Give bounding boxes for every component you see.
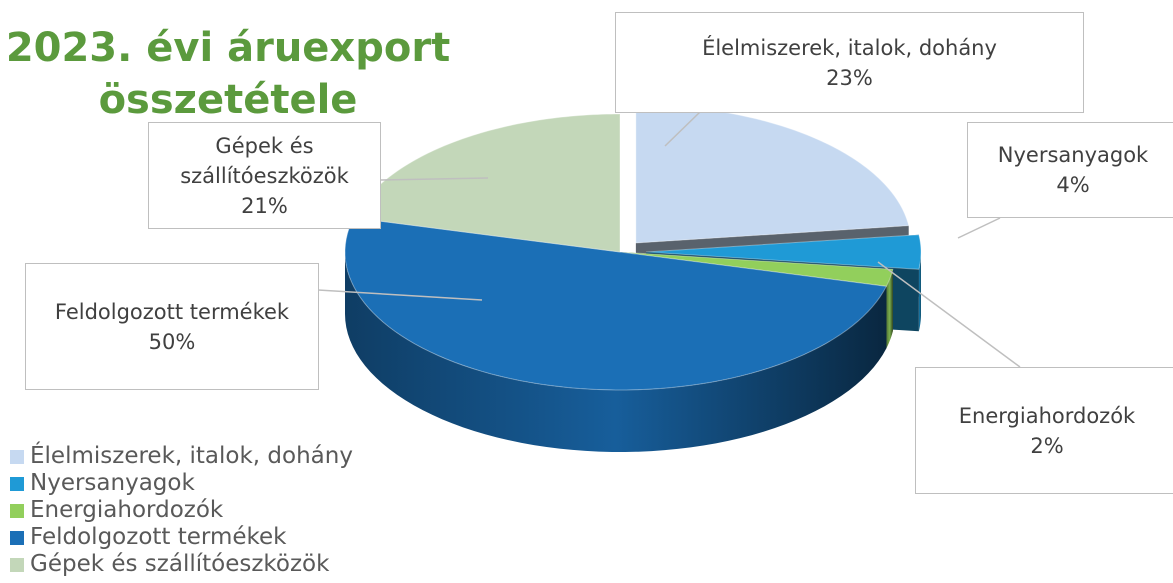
data-label-category: Gépek és szállítóeszközök xyxy=(180,133,349,188)
legend-swatch xyxy=(10,476,24,491)
legend-item: Energiahordozók xyxy=(10,497,353,524)
slice xyxy=(344,217,888,391)
data-label: Feldolgozott termékek 50% xyxy=(25,263,319,390)
leader-line xyxy=(957,217,1001,239)
data-label-category: Energiahordozók xyxy=(958,403,1136,428)
legend-swatch xyxy=(10,530,24,545)
data-label: Élelmiszerek, italok, dohány 23% xyxy=(615,12,1084,113)
legend-label: Gépek és szállítóeszközök xyxy=(30,551,330,577)
data-label-value: 21% xyxy=(241,193,288,218)
legend-swatch xyxy=(10,449,24,464)
leader-lines xyxy=(317,111,1021,368)
data-label: Energiahordozók 2% xyxy=(915,367,1173,494)
data-label-value: 50% xyxy=(148,329,196,354)
slice-side xyxy=(345,252,887,452)
data-label-value: 2% xyxy=(1030,433,1064,458)
data-label-value: 23% xyxy=(826,65,873,90)
slice xyxy=(635,104,910,244)
data-label-category: Feldolgozott termékek xyxy=(54,299,290,324)
legend-swatch xyxy=(10,503,24,518)
chart-title: 2023. évi áruexport összetétele xyxy=(5,25,451,123)
legend-label: Nyersanyagok xyxy=(30,470,195,496)
legend-swatch xyxy=(10,557,24,572)
slice-top xyxy=(645,234,922,270)
slice-side xyxy=(918,252,921,332)
legend-item: Nyersanyagok xyxy=(10,470,353,497)
data-label-category: Élelmiszerek, italok, dohány xyxy=(702,35,997,60)
legend: Élelmiszerek, italok, dohány Nyersanyagok… xyxy=(10,443,353,578)
leader-line xyxy=(317,289,483,301)
slice-top xyxy=(344,217,888,391)
legend-label: Élelmiszerek, italok, dohány xyxy=(30,443,353,469)
legend-item: Élelmiszerek, italok, dohány xyxy=(10,443,353,470)
legend-label: Energiahordozók xyxy=(30,497,224,523)
slice xyxy=(645,234,922,270)
data-label-value: 4% xyxy=(1056,173,1090,197)
legend-item: Feldolgozott termékek xyxy=(10,524,353,551)
leader-line xyxy=(379,177,489,181)
slice-side xyxy=(886,269,893,349)
leader-line xyxy=(664,111,701,147)
pie-tops xyxy=(344,104,922,391)
data-label-category: Nyersanyagok xyxy=(997,143,1149,167)
slice-top xyxy=(635,104,910,244)
data-label: Gépek és szállítóeszközök 21% xyxy=(148,122,381,229)
data-label: Nyersanyagok 4% xyxy=(967,122,1173,218)
leader-line xyxy=(877,261,1021,368)
legend-item: Gépek és szállítóeszközök xyxy=(10,551,353,578)
legend-label: Feldolgozott termékek xyxy=(30,524,287,550)
